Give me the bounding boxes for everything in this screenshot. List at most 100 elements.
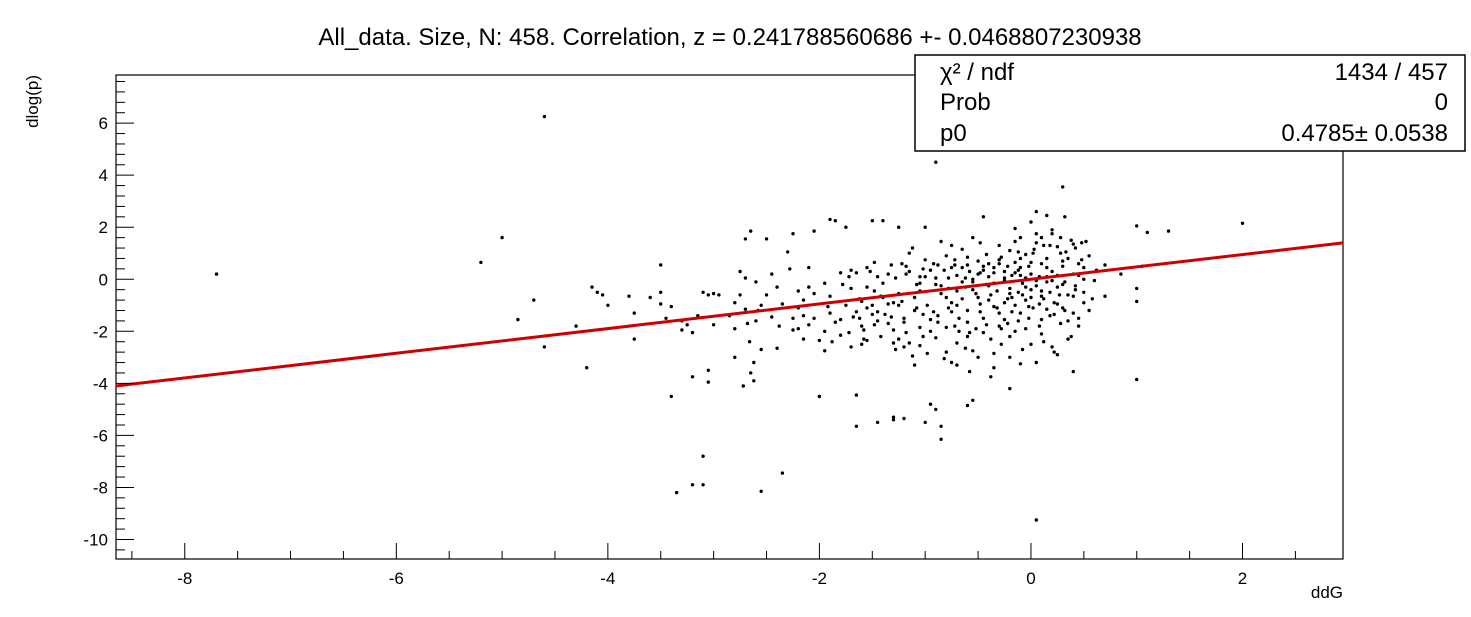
data-point: [978, 241, 982, 245]
data-point: [872, 260, 877, 265]
data-point: [1002, 276, 1007, 280]
data-point: [868, 269, 872, 274]
data-point: [1023, 252, 1028, 257]
data-point: [1076, 324, 1081, 328]
data-point: [600, 293, 605, 297]
y-tick-label: -6: [93, 426, 108, 445]
data-point: [1039, 289, 1044, 293]
data-point: [1013, 329, 1017, 333]
data-point: [1055, 245, 1060, 249]
data-point: [1166, 229, 1171, 233]
x-tick-label: -6: [389, 569, 404, 588]
data-point: [931, 310, 936, 314]
data-point: [936, 320, 940, 324]
data-point: [897, 225, 901, 229]
data-point: [1013, 260, 1017, 265]
data-point: [889, 315, 893, 319]
data-point: [780, 471, 785, 475]
data-point: [690, 483, 695, 487]
data-point: [823, 349, 827, 353]
y-tick-label: 2: [99, 218, 108, 237]
data-point: [1058, 251, 1063, 255]
data-point: [847, 330, 851, 335]
data-point: [1032, 247, 1036, 251]
data-point: [900, 299, 904, 304]
data-point: [1048, 290, 1052, 294]
data-point: [928, 402, 933, 406]
data-point: [854, 310, 859, 314]
data-point: [1087, 308, 1091, 313]
data-point: [749, 371, 753, 375]
data-point: [632, 311, 636, 315]
data-point: [989, 337, 993, 341]
data-point: [963, 276, 968, 280]
data-point: [1061, 282, 1065, 287]
data-point: [953, 324, 957, 328]
data-point: [1058, 235, 1063, 240]
x-axis: -8 -6 -4 -2 0 2: [131, 543, 1296, 588]
data-point: [934, 276, 938, 280]
data-point: [1039, 235, 1044, 240]
data-point: [918, 275, 922, 279]
data-point: [1048, 314, 1052, 318]
data-point: [780, 302, 785, 306]
data-point: [918, 281, 922, 285]
data-point: [759, 347, 763, 352]
data-point: [881, 281, 885, 285]
data-point: [942, 268, 946, 272]
data-point: [857, 316, 862, 320]
data-point: [934, 336, 938, 340]
data-point: [1064, 250, 1068, 254]
data-point: [1050, 269, 1054, 274]
data-point: [1008, 386, 1012, 391]
data-point: [1045, 280, 1049, 284]
data-point: [967, 330, 972, 335]
data-point: [928, 268, 933, 272]
data-point: [791, 232, 795, 236]
data-point: [1018, 362, 1023, 366]
data-point: [1008, 291, 1012, 296]
stats-value-prob: 0: [1435, 89, 1448, 116]
data-point: [987, 262, 991, 266]
data-point: [854, 424, 859, 428]
data-point: [1076, 316, 1081, 320]
data-point: [918, 325, 922, 330]
data-point: [1008, 355, 1012, 359]
data-point: [992, 271, 996, 275]
data-point: [997, 262, 1001, 266]
data-point: [685, 323, 689, 327]
data-point: [870, 303, 874, 307]
data-point: [981, 330, 986, 335]
data-point: [500, 235, 504, 240]
data-point: [1027, 304, 1031, 309]
data-point: [912, 295, 917, 300]
data-point: [1055, 353, 1060, 357]
data-point: [875, 310, 880, 314]
data-point: [934, 282, 938, 287]
data-point: [1010, 273, 1014, 278]
data-point: [1119, 272, 1123, 276]
x-axis-label: ddG: [1311, 583, 1343, 602]
data-point: [1034, 241, 1039, 245]
data-point: [881, 219, 885, 223]
data-point: [955, 273, 959, 278]
data-point: [907, 251, 911, 255]
data-point: [1052, 312, 1056, 317]
data-point: [1087, 254, 1091, 258]
data-point: [976, 355, 980, 359]
data-point: [1006, 297, 1010, 301]
data-point: [900, 262, 904, 266]
data-point: [791, 316, 795, 320]
data-point: [590, 285, 594, 289]
data-point: [1052, 350, 1056, 354]
data-point: [1027, 264, 1031, 268]
data-point: [921, 312, 925, 317]
data-point: [957, 316, 961, 320]
data-point: [875, 420, 880, 425]
data-point: [1058, 321, 1063, 326]
data-point: [711, 291, 716, 296]
data-point: [1073, 284, 1078, 288]
data-point: [1006, 321, 1010, 326]
data-point: [690, 375, 695, 379]
data-point: [992, 265, 996, 270]
